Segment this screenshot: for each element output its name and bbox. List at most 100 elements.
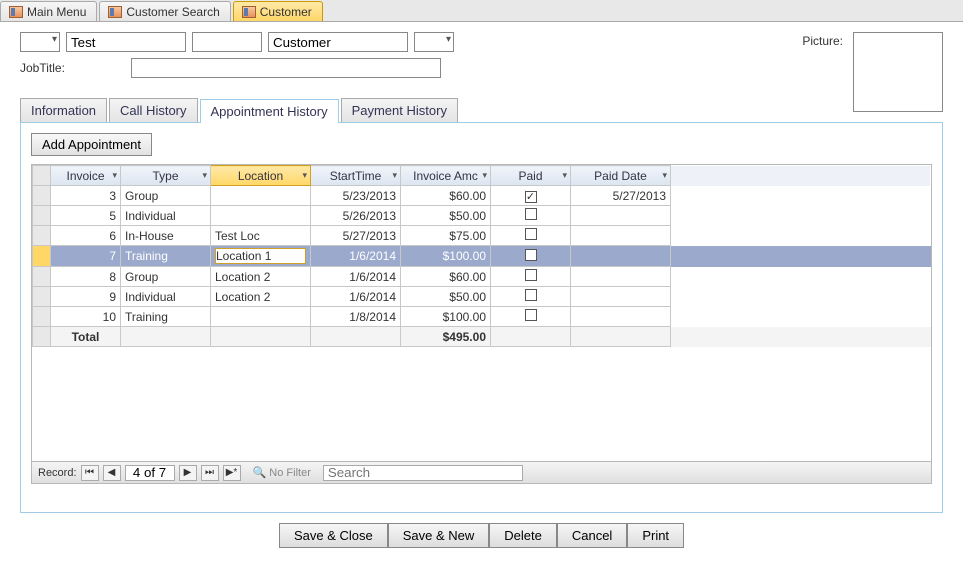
paid-checkbox[interactable] xyxy=(525,228,537,240)
chevron-down-icon[interactable]: ▾ xyxy=(662,170,667,181)
cell[interactable]: Location 2 xyxy=(211,287,311,307)
column-header-paid[interactable]: Paid▾ xyxy=(491,166,571,186)
row-selector[interactable] xyxy=(33,226,51,246)
cell[interactable]: 1/6/2014 xyxy=(311,267,401,287)
filter-indicator[interactable]: 🔍 No Filter xyxy=(253,466,311,479)
nav-first-button[interactable]: ⏮ xyxy=(81,465,99,481)
cell[interactable]: Training xyxy=(121,246,211,267)
row-selector[interactable] xyxy=(33,186,51,206)
chevron-down-icon[interactable]: ▾ xyxy=(562,170,567,181)
cell[interactable]: 5/23/2013 xyxy=(311,186,401,206)
cell[interactable]: 1/8/2014 xyxy=(311,307,401,327)
cell[interactable]: Individual xyxy=(121,287,211,307)
cell[interactable]: 6 xyxy=(51,226,121,246)
paid-checkbox[interactable] xyxy=(525,309,537,321)
cell[interactable]: Location 1 xyxy=(211,246,311,267)
first-name-input[interactable] xyxy=(66,32,186,52)
add-appointment-button[interactable]: Add Appointment xyxy=(31,133,152,156)
chevron-down-icon[interactable]: ▾ xyxy=(112,170,117,181)
paid-checkbox[interactable] xyxy=(525,289,537,301)
cell[interactable] xyxy=(491,226,571,246)
table-row[interactable]: 10Training 1/8/2014$100.00 xyxy=(33,307,931,327)
row-selector[interactable] xyxy=(33,246,51,267)
title-dropdown[interactable] xyxy=(20,32,60,52)
tab-call-history[interactable]: Call History xyxy=(109,98,197,122)
jobtitle-input[interactable] xyxy=(131,58,441,78)
column-header-invoice[interactable]: Invoice▾ xyxy=(51,166,121,186)
cell[interactable]: Training xyxy=(121,307,211,327)
row-selector[interactable] xyxy=(33,267,51,287)
cell[interactable]: $50.00 xyxy=(401,287,491,307)
cell[interactable] xyxy=(211,186,311,206)
cell[interactable]: 1/6/2014 xyxy=(311,246,401,267)
middle-input[interactable] xyxy=(192,32,262,52)
cell[interactable] xyxy=(491,267,571,287)
search-input[interactable] xyxy=(323,465,523,481)
paid-checkbox[interactable] xyxy=(525,269,537,281)
tab-information[interactable]: Information xyxy=(20,98,107,122)
column-header-paid-date[interactable]: Paid Date▾ xyxy=(571,166,671,186)
table-row[interactable]: 9IndividualLocation 21/6/2014$50.00 xyxy=(33,287,931,307)
cell[interactable]: $75.00 xyxy=(401,226,491,246)
cell[interactable] xyxy=(491,287,571,307)
column-header-location[interactable]: Location▾ xyxy=(211,166,311,186)
main-tab-customer-search[interactable]: Customer Search xyxy=(99,1,230,21)
row-selector[interactable] xyxy=(33,287,51,307)
table-row[interactable]: 6In-HouseTest Loc5/27/2013$75.00 xyxy=(33,226,931,246)
table-row[interactable]: 8GroupLocation 21/6/2014$60.00 xyxy=(33,267,931,287)
paid-checkbox[interactable] xyxy=(525,191,537,203)
last-name-input[interactable] xyxy=(268,32,408,52)
data-table[interactable]: Invoice▾Type▾Location▾StartTime▾Invoice … xyxy=(32,165,931,347)
nav-next-button[interactable]: ▶ xyxy=(179,465,197,481)
cell[interactable]: $50.00 xyxy=(401,206,491,226)
cell[interactable] xyxy=(571,206,671,226)
cell[interactable]: 5 xyxy=(51,206,121,226)
cell[interactable]: 3 xyxy=(51,186,121,206)
cell[interactable]: 9 xyxy=(51,287,121,307)
cell[interactable]: Individual xyxy=(121,206,211,226)
cell[interactable]: 8 xyxy=(51,267,121,287)
cell[interactable] xyxy=(211,206,311,226)
chevron-down-icon[interactable]: ▾ xyxy=(302,170,307,181)
cell[interactable] xyxy=(491,307,571,327)
cell[interactable] xyxy=(571,267,671,287)
main-tab-main-menu[interactable]: Main Menu xyxy=(0,1,97,21)
cell[interactable]: 7 xyxy=(51,246,121,267)
cell[interactable]: $60.00 xyxy=(401,186,491,206)
cell[interactable]: 10 xyxy=(51,307,121,327)
cell[interactable]: 1/6/2014 xyxy=(311,287,401,307)
chevron-down-icon[interactable]: ▾ xyxy=(202,170,207,181)
picture-box[interactable] xyxy=(853,32,943,112)
cancel-button[interactable]: Cancel xyxy=(557,523,627,548)
save-close-button[interactable]: Save & Close xyxy=(279,523,388,548)
cell[interactable]: Location 2 xyxy=(211,267,311,287)
select-all-header[interactable] xyxy=(33,166,51,186)
cell[interactable] xyxy=(491,186,571,206)
table-row[interactable]: 7TrainingLocation 11/6/2014$100.00 xyxy=(33,246,931,267)
suffix-dropdown[interactable] xyxy=(414,32,454,52)
cell[interactable] xyxy=(571,287,671,307)
cell[interactable]: $60.00 xyxy=(401,267,491,287)
cell[interactable] xyxy=(571,246,671,267)
chevron-down-icon[interactable]: ▾ xyxy=(482,170,487,181)
cell[interactable]: In-House xyxy=(121,226,211,246)
cell[interactable]: Group xyxy=(121,186,211,206)
nav-new-button[interactable]: ▶* xyxy=(223,465,241,481)
row-selector[interactable] xyxy=(33,206,51,226)
cell[interactable]: $100.00 xyxy=(401,307,491,327)
table-row[interactable]: 3Group 5/23/2013$60.00 5/27/2013 xyxy=(33,186,931,206)
cell[interactable]: 5/27/2013 xyxy=(571,186,671,206)
print-button[interactable]: Print xyxy=(627,523,684,548)
delete-button[interactable]: Delete xyxy=(489,523,557,548)
nav-prev-button[interactable]: ◀ xyxy=(103,465,121,481)
cell[interactable]: 5/27/2013 xyxy=(311,226,401,246)
nav-last-button[interactable]: ⏭ xyxy=(201,465,219,481)
paid-checkbox[interactable] xyxy=(525,208,537,220)
chevron-down-icon[interactable]: ▾ xyxy=(392,170,397,181)
record-position-input[interactable] xyxy=(125,465,175,481)
cell[interactable] xyxy=(571,307,671,327)
tab-appointment-history[interactable]: Appointment History xyxy=(200,99,339,123)
column-header-invoice-amc[interactable]: Invoice Amc▾ xyxy=(401,166,491,186)
paid-checkbox[interactable] xyxy=(525,249,537,261)
cell[interactable]: Group xyxy=(121,267,211,287)
